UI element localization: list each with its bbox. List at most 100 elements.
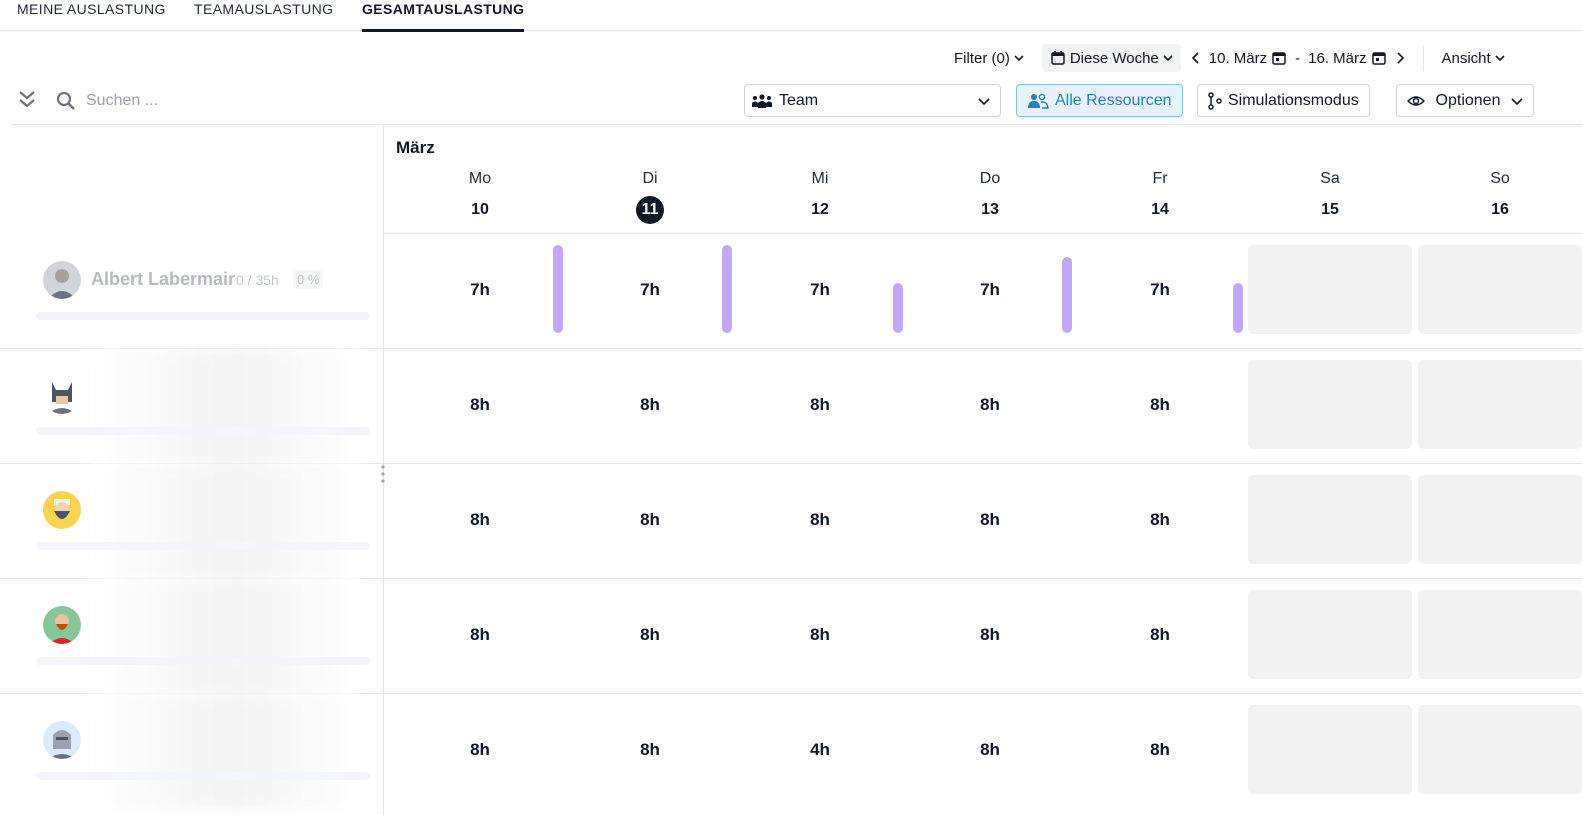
day-hours-cell[interactable]: 8h xyxy=(470,740,490,759)
day-name: Fr xyxy=(1152,170,1168,187)
row-separator xyxy=(0,463,1582,464)
load-bar xyxy=(553,245,563,333)
day-hours-cell[interactable]: 8h xyxy=(810,625,830,644)
users-icon xyxy=(1028,93,1049,109)
day-number: 13 xyxy=(981,201,999,218)
filter-toolbar: Filter (0) Diese Woche 10. März - 16. Mä… xyxy=(950,44,1509,72)
search-input[interactable] xyxy=(86,88,336,114)
day-hours-cell[interactable]: 8h xyxy=(980,625,1000,644)
date-to-picker[interactable]: 16. März xyxy=(1304,44,1390,72)
date-from: 10. März xyxy=(1208,49,1268,67)
range-label: Diese Woche xyxy=(1069,49,1159,67)
day-hours-cell[interactable]: 8h xyxy=(640,510,660,529)
day-hours-cell[interactable]: 7h xyxy=(640,280,660,299)
resource-row[interactable]: Albert Labermair 0 / 35h 0 % xyxy=(36,234,372,324)
resource-row[interactable] xyxy=(36,694,372,809)
tab-meine-auslastung[interactable]: MEINE AUSLASTUNG xyxy=(17,1,166,17)
blurred-name xyxy=(90,464,362,579)
knight-helmet-avatar-icon xyxy=(43,721,81,759)
search-icon xyxy=(56,91,75,110)
calendar-icon xyxy=(1272,52,1286,65)
team-select-value: Team xyxy=(779,91,819,109)
next-week-button[interactable] xyxy=(1391,44,1409,72)
simulation-mode-button[interactable]: Simulationsmodus xyxy=(1197,84,1370,117)
header-divider xyxy=(12,124,1582,125)
day-hours-cell[interactable]: 8h xyxy=(1150,395,1170,414)
load-bar xyxy=(893,283,903,333)
day-hours-cell[interactable]: 7h xyxy=(1150,280,1170,299)
batman-avatar-icon xyxy=(43,376,81,414)
chevron-down-icon xyxy=(1495,55,1505,62)
day-header-di: Di 11 xyxy=(610,169,690,224)
day-name: So xyxy=(1490,170,1510,187)
utilization-bar xyxy=(36,657,370,665)
day-hours-cell[interactable]: 8h xyxy=(1150,740,1170,759)
simulation-mode-label: Simulationsmodus xyxy=(1228,91,1359,109)
view-button[interactable]: Ansicht xyxy=(1438,44,1509,72)
all-resources-button[interactable]: Alle Ressourcen xyxy=(1016,84,1183,117)
filter-button[interactable]: Filter (0) xyxy=(950,44,1028,72)
bearded-man-green-avatar-icon xyxy=(43,606,81,644)
chevron-down-icon xyxy=(1163,55,1173,62)
tab-gesamtauslastung[interactable]: GESAMTAUSLASTUNG xyxy=(362,0,525,32)
date-to: 16. März xyxy=(1308,49,1367,67)
day-hours-cell[interactable]: 8h xyxy=(810,510,830,529)
options-label: Optionen xyxy=(1435,91,1501,109)
blurred-name xyxy=(90,579,362,694)
team-select[interactable]: Team xyxy=(744,84,1001,117)
day-hours-cell[interactable]: 7h xyxy=(810,280,830,299)
day-hours-cell[interactable]: 8h xyxy=(640,625,660,644)
day-hours-cell[interactable]: 4h xyxy=(810,740,830,759)
all-resources-label: Alle Ressourcen xyxy=(1055,91,1172,109)
day-hours-cell[interactable]: 8h xyxy=(980,395,1000,414)
collapse-all-icon[interactable] xyxy=(16,88,38,112)
date-separator: - xyxy=(1295,49,1301,67)
day-hours-cell[interactable]: 8h xyxy=(1150,625,1170,644)
day-hours-cell[interactable]: 8h xyxy=(640,395,660,414)
day-hours-cell[interactable]: 8h xyxy=(470,395,490,414)
day-header-fr: Fr 14 xyxy=(1120,169,1200,224)
options-button[interactable]: Optionen xyxy=(1396,84,1534,117)
load-bar xyxy=(1062,257,1072,333)
blurred-name xyxy=(90,694,362,809)
day-hours-cell[interactable]: 8h xyxy=(980,740,1000,759)
day-hours-cell[interactable]: 8h xyxy=(980,510,1000,529)
day-hours-cell[interactable]: 8h xyxy=(810,395,830,414)
resource-row[interactable] xyxy=(36,349,372,464)
resource-row[interactable] xyxy=(36,464,372,579)
day-number: 12 xyxy=(811,201,829,218)
range-button[interactable]: Diese Woche xyxy=(1041,44,1181,72)
day-hours-cell[interactable]: 8h xyxy=(1150,510,1170,529)
day-number: 10 xyxy=(471,201,489,218)
day-hours-cell[interactable]: 8h xyxy=(640,740,660,759)
weekend-cell xyxy=(1418,360,1582,449)
day-hours-cell[interactable]: 7h xyxy=(470,280,490,299)
previous-week-button[interactable] xyxy=(1187,44,1205,72)
weekend-cell xyxy=(1248,360,1412,449)
calendar-icon xyxy=(1371,52,1386,65)
date-from-picker[interactable]: 10. März xyxy=(1205,44,1291,72)
filter-label: Filter (0) xyxy=(954,49,1010,67)
utilization-bar xyxy=(36,772,370,780)
avatar xyxy=(43,376,81,414)
chevron-right-icon xyxy=(1396,52,1404,64)
resource-percent: 0 % xyxy=(293,270,324,289)
day-hours-cell[interactable]: 7h xyxy=(980,280,1000,299)
blurred-name xyxy=(90,349,362,464)
calendar-icon xyxy=(1051,51,1065,65)
avatar xyxy=(43,721,81,759)
row-separator xyxy=(0,348,1582,349)
tab-teamauslastung[interactable]: TEAMAUSLASTUNG xyxy=(194,1,334,17)
weekend-cell xyxy=(1248,705,1412,794)
resize-handle-icon[interactable] xyxy=(380,464,386,484)
eye-icon xyxy=(1407,95,1425,106)
day-header-so: So 16 xyxy=(1460,169,1540,224)
day-header-sa: Sa 15 xyxy=(1290,169,1370,224)
resource-row[interactable] xyxy=(36,579,372,694)
weekend-cell xyxy=(1418,245,1582,334)
day-hours-cell[interactable]: 8h xyxy=(470,625,490,644)
weekend-cell xyxy=(1248,475,1412,564)
day-hours-cell[interactable]: 8h xyxy=(470,510,490,529)
day-number: 14 xyxy=(1151,201,1169,218)
day-name: Do xyxy=(979,170,1001,187)
